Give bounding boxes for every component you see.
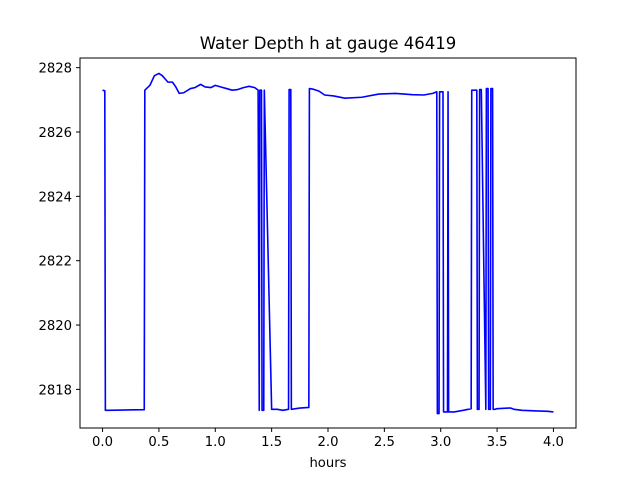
plot-area	[102, 72, 554, 415]
x-axis-label: hours	[309, 456, 346, 471]
x-tick-label: 2.0	[318, 435, 339, 450]
y-tick-label: 2822	[38, 255, 72, 270]
axis-ticks: 0.0 0.5 1.0 1.5 2.0 2.5 3.0 3.5 4.0 2818 2820 2822 2…	[38, 62, 564, 450]
x-tick-label: 3.5	[487, 435, 508, 450]
x-tick-label: 0.5	[148, 435, 169, 450]
x-tick-label: 0.0	[92, 435, 113, 450]
series-line-0	[102, 72, 554, 415]
x-tick-label: 3.0	[430, 435, 451, 450]
axes-frame	[79, 57, 577, 429]
x-tick-label: 1.0	[205, 435, 226, 450]
chart-title: Water Depth h at gauge 46419	[200, 34, 456, 53]
y-tick-label: 2826	[38, 126, 72, 141]
y-tick-label: 2820	[38, 319, 72, 334]
y-tick-label: 2818	[38, 383, 72, 398]
y-tick-label: 2828	[38, 62, 72, 77]
x-tick-label: 2.5	[374, 435, 395, 450]
y-tick-label: 2824	[38, 190, 72, 205]
x-tick-label: 1.5	[261, 435, 282, 450]
x-tick-label: 4.0	[543, 435, 564, 450]
